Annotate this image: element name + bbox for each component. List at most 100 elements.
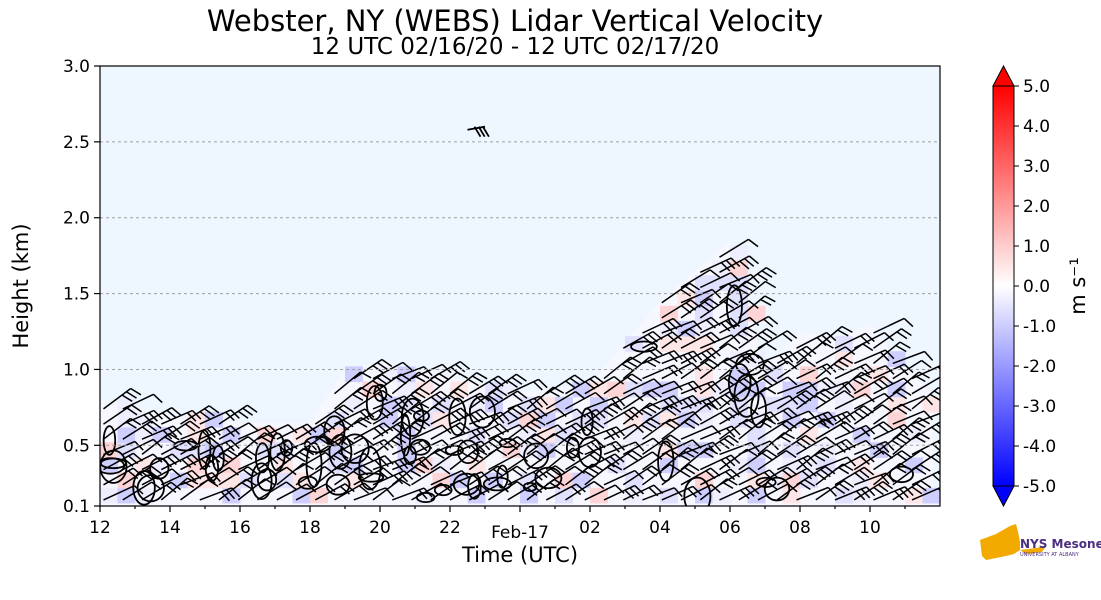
velocity-cell	[590, 396, 608, 413]
velocity-cell	[730, 457, 748, 474]
wind-barb	[738, 481, 778, 501]
wind-barb	[334, 482, 374, 501]
wind-barb	[873, 341, 911, 364]
wind-barb	[276, 423, 317, 440]
wind-barb	[642, 350, 683, 365]
wind-barb	[353, 422, 394, 440]
velocity-cell	[695, 305, 713, 322]
velocity-cell	[502, 411, 521, 428]
wind-barb	[738, 375, 778, 395]
wind-barb	[372, 406, 413, 425]
x-tick-label: 04	[649, 518, 671, 538]
velocity-cell	[222, 472, 241, 489]
x-tick-label: 22	[439, 518, 461, 538]
wind-barb	[103, 387, 142, 410]
wind-barb	[545, 390, 586, 410]
wind-barb	[854, 472, 895, 486]
wind-barb	[449, 471, 491, 486]
contour-line	[102, 425, 117, 456]
wind-barb	[757, 466, 798, 486]
wind-barb	[237, 424, 279, 440]
wind-barb	[911, 412, 940, 425]
wind-barb	[699, 468, 740, 486]
velocity-cell	[275, 472, 293, 489]
contour-line	[888, 465, 914, 484]
wind-barb	[699, 317, 741, 334]
wind-barb	[122, 420, 162, 440]
wind-barb	[372, 456, 414, 471]
wind-barb	[699, 297, 739, 319]
wind-barb	[700, 334, 741, 349]
colorbar-tick-label: -3.0	[1023, 397, 1056, 417]
wind-barb	[372, 470, 414, 486]
velocity-cell	[135, 487, 153, 504]
wind-barb	[834, 453, 875, 471]
wind-barb	[815, 346, 856, 365]
wind-barb	[507, 407, 548, 425]
wind-barb	[545, 422, 586, 440]
wind-barb	[430, 388, 469, 410]
wind-barb	[911, 421, 940, 440]
wind-barb	[777, 410, 818, 425]
y-tick-label: 2.0	[63, 209, 90, 229]
wind-barb	[719, 374, 759, 395]
wind-barb	[776, 345, 817, 365]
wind-barb	[103, 467, 143, 486]
wind-barb	[642, 404, 682, 425]
wind-barb	[719, 316, 760, 334]
velocity-cell	[782, 381, 801, 398]
wind-barb	[699, 454, 741, 471]
wind-barb	[180, 425, 221, 440]
wind-barb	[603, 484, 645, 501]
velocity-cell	[555, 427, 573, 443]
wind-barb	[699, 343, 739, 365]
velocity-cell	[695, 487, 713, 504]
wind-barb	[622, 451, 663, 471]
y-tick-label: 2.5	[63, 133, 90, 153]
wind-barb	[757, 449, 797, 471]
colorbar-tick-label: 2.0	[1023, 197, 1050, 217]
contour-line	[365, 385, 384, 421]
wind-barb	[218, 422, 259, 440]
wind-barb	[642, 331, 683, 349]
wind-barb	[680, 298, 720, 319]
wind-barb	[545, 483, 586, 501]
wind-barb	[911, 439, 940, 456]
wind-barb	[180, 436, 220, 456]
velocity-cell	[800, 472, 818, 489]
wind-barb	[622, 417, 661, 440]
wind-barb	[892, 480, 932, 501]
wind-barb	[757, 395, 799, 410]
wind-barb	[834, 332, 875, 349]
wind-barb	[122, 465, 162, 486]
wind-barb	[834, 393, 875, 410]
wind-barb	[738, 280, 777, 304]
contour-line	[100, 457, 127, 470]
contour-line	[683, 476, 712, 506]
wind-barb	[391, 387, 430, 410]
x-tick-label: 20	[369, 518, 391, 538]
wind-barb	[796, 376, 837, 395]
wind-barb	[584, 453, 625, 471]
contour-line	[357, 472, 385, 483]
wind-barb	[719, 255, 759, 273]
wind-barb	[449, 426, 491, 441]
velocity-cell	[747, 487, 766, 504]
wind-barb	[488, 373, 527, 395]
wind-barb	[873, 377, 914, 395]
velocity-cell	[800, 396, 818, 413]
wind-barb	[507, 395, 549, 410]
wind-barb	[353, 358, 393, 380]
wind-barb	[853, 450, 893, 471]
wind-barb	[372, 432, 411, 455]
wind-barb	[584, 375, 624, 395]
wind-barb	[796, 486, 837, 501]
velocity-cell	[695, 320, 713, 337]
wind-barb	[488, 452, 529, 471]
wind-barb	[642, 317, 683, 334]
wind-barb	[218, 404, 258, 425]
wind-barb	[526, 465, 566, 486]
wind-barb	[372, 420, 412, 440]
wind-barb	[699, 257, 741, 273]
wind-barb	[661, 394, 702, 410]
